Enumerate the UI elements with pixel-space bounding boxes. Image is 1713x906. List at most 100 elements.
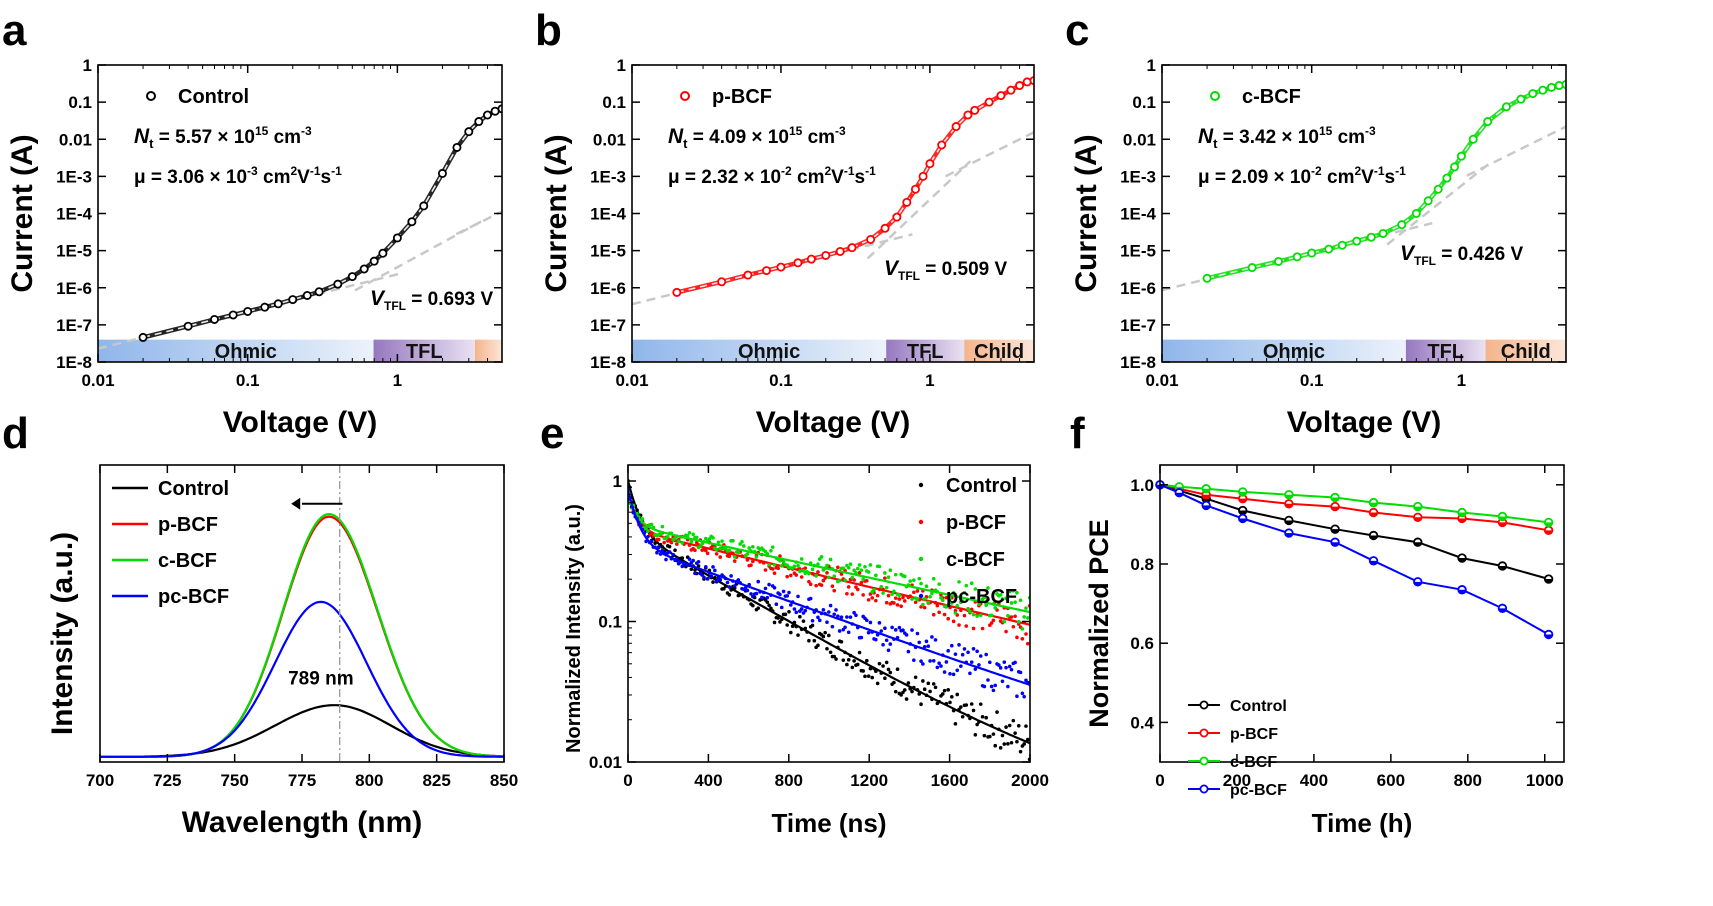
data-point-Control [955, 692, 960, 697]
data-point-Control [978, 702, 983, 706]
data-point-Control [850, 665, 855, 670]
fit-lines [98, 104, 502, 350]
data-point-c-BCF [767, 562, 771, 567]
legend-label: p-BCF [158, 514, 218, 536]
data-point-Control [1002, 742, 1007, 746]
data-point [407, 217, 417, 227]
data-point-Control [821, 634, 826, 639]
data-point-Control [796, 633, 800, 637]
mobility-text: μ = 2.09 × 10-2 cm2V-1s-1 [1198, 164, 1406, 188]
y-tick-label: 1E-5 [1120, 242, 1156, 261]
data-point [793, 258, 803, 268]
y-tick-label: 0.01 [589, 753, 622, 772]
data-point-Control [980, 714, 985, 719]
data-point-c-BCF [883, 571, 887, 575]
data-point-p-BCF [902, 599, 907, 603]
data-point-c-BCF [841, 566, 846, 570]
data-point-Control [689, 567, 694, 571]
y-tick-label: 0.8 [1130, 555, 1154, 574]
data-point [1528, 89, 1538, 99]
data-point-p-BCF [656, 537, 661, 542]
y-tick-label: 1E-8 [590, 353, 626, 372]
data-point-p-BCF [886, 593, 891, 598]
data-point-Control [919, 702, 923, 707]
data-point-c-BCF [714, 547, 719, 552]
vtfl-text: VTFL = 0.509 V [884, 257, 1007, 283]
data-point-p-BCF [819, 583, 824, 587]
data-point-c-BCF [720, 539, 724, 543]
data-point-c-BCF [694, 535, 699, 540]
data-point-c-BCF [866, 570, 871, 574]
data-point-Control [893, 689, 898, 694]
data-point-c-BCF [879, 585, 884, 589]
data-point-Control [940, 692, 945, 696]
data-point [892, 212, 902, 222]
plot-frame-e [627, 464, 1031, 763]
region-label-ohmic: Ohmic [738, 341, 800, 363]
data-point-Control [1013, 731, 1017, 735]
data-point-pc-BCF [868, 620, 873, 625]
y-tick-label: 0.01 [593, 130, 626, 149]
data-point-pc-BCF [912, 658, 916, 662]
data-point-c-BCF [741, 544, 746, 548]
y-tick-label: 0.01 [59, 130, 92, 149]
data-point-Control [776, 616, 780, 620]
legend-marker [918, 519, 924, 525]
data-point-fill [1202, 494, 1210, 499]
data-point-pc-BCF [836, 614, 840, 618]
data-point [1015, 81, 1025, 91]
data-point-fill [1498, 522, 1507, 527]
data-point-c-BCF [924, 584, 929, 589]
data-point-pc-BCF [846, 630, 851, 635]
data-point-pc-BCF [982, 684, 987, 689]
trap-density-text: Nt = 5.57 × 1015 cm-3 [134, 124, 312, 151]
data-point [1538, 85, 1548, 95]
data-point-pc-BCF [767, 582, 771, 587]
data-point [288, 295, 298, 305]
data-point-c-BCF [928, 594, 932, 599]
data-point [743, 270, 753, 280]
data-point-c-BCF [998, 593, 1003, 597]
legend-label: Control [178, 86, 249, 108]
data-point-Control [1011, 718, 1016, 723]
data-point-p-BCF [846, 585, 851, 589]
data-point-pc-BCF [966, 650, 970, 655]
data-point-pc-BCF [732, 584, 737, 588]
data-point-fill [1544, 579, 1553, 583]
data-point-p-BCF [893, 596, 898, 600]
data-point-c-BCF [897, 593, 902, 598]
data-point-pc-BCF [785, 594, 789, 598]
data-point-p-BCF [850, 592, 855, 596]
data-point-c-BCF [931, 576, 936, 581]
data-point-Control [960, 714, 965, 719]
legend-marker [918, 556, 924, 562]
data-point-pc-BCF [808, 596, 813, 601]
data-point-fill [1331, 542, 1339, 546]
data-point-Control [971, 708, 976, 713]
data-point-pc-BCF [866, 630, 871, 635]
data-point-Control [798, 614, 802, 619]
x-tick-label: 725 [153, 771, 181, 790]
y-axis-title: Current (A) [540, 134, 573, 292]
data-point-c-BCF [646, 529, 650, 533]
data-point-pc-BCF [756, 579, 761, 584]
legend-label: p-BCF [946, 512, 1006, 534]
data-point-p-BCF [897, 597, 902, 601]
data-point-pc-BCF [778, 592, 782, 597]
data-point-c-BCF [955, 603, 960, 608]
x-tick-label: 0.1 [1300, 371, 1324, 390]
y-tick-label: 0.1 [598, 613, 622, 632]
data-point-c-BCF [964, 583, 969, 588]
data-point-c-BCF [993, 606, 998, 610]
data-point [482, 110, 492, 120]
mobility-text: μ = 2.32 × 10-2 cm2V-1s-1 [668, 164, 876, 188]
data-point-Control [1006, 742, 1010, 746]
panel-letter-a: a [2, 6, 27, 55]
data-point-p-BCF [931, 612, 936, 617]
data-point-fill [1413, 542, 1422, 546]
data-point-fill [1413, 517, 1422, 522]
data-point-c-BCF [861, 577, 865, 581]
panel-a: a Ohmic TFL 0.01 0.1 1 1E-8 1E-7 1E-6 1E-5 1E-4 1E-… [2, 6, 503, 439]
data-point-pc-BCF [960, 652, 965, 657]
data-point-pc-BCF [703, 565, 708, 569]
